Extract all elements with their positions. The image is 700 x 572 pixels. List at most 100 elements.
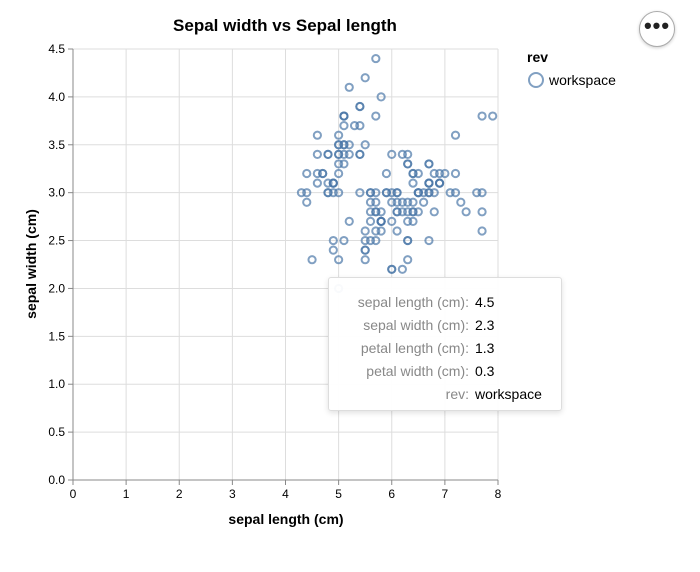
tooltip-row: sepal length (cm): 4.5 [329,290,542,313]
data-point [424,159,434,169]
data-point [387,149,397,159]
y-tick-label: 3.0 [48,186,65,200]
data-point [344,140,354,150]
data-point [328,178,338,188]
data-point [371,235,381,246]
data-point [397,207,407,217]
data-point [318,168,328,179]
data-point [424,235,434,246]
legend-entry-workspace[interactable]: workspace [548,72,616,88]
data-point [312,149,322,159]
data-point [392,197,402,207]
data-point [408,216,418,226]
data-point [339,149,349,159]
y-axis-label: sepal width (cm) [23,209,39,319]
data-point [365,197,376,207]
data-point [477,111,487,121]
data-point [392,188,402,198]
data-point [334,188,344,198]
data-point [413,188,423,198]
x-tick-label: 6 [388,487,395,501]
data-point [477,207,487,217]
data-point [403,159,413,169]
tooltip-key: sepal length (cm): [357,293,469,310]
data-point [392,207,402,217]
data-point [302,197,312,207]
data-point [365,235,376,246]
data-point [344,82,354,92]
data-point [344,149,354,159]
data-point [296,188,307,198]
data-point [328,245,338,255]
tooltip-value: 2.3 [475,316,495,333]
data-point [376,207,386,217]
data-point [488,111,498,121]
data-point [371,188,381,198]
data-point [365,207,376,217]
tooltip-value: 1.3 [475,339,495,356]
data-point [371,111,381,121]
data-point [413,207,423,217]
data-point [365,216,376,226]
data-point [376,216,386,226]
data-point [434,168,445,179]
tooltip-value: 0.3 [475,362,495,379]
x-tick-label: 2 [176,487,183,501]
y-tick-label: 2.0 [48,281,65,295]
data-point [445,188,455,198]
tooltip: sepal length (cm): 4.5 sepal width (cm): 2… [328,277,562,411]
data-point [334,255,344,265]
y-tick-label: 4.0 [48,90,65,104]
data-point [339,235,349,246]
tooltip-key: sepal width (cm): [363,316,469,333]
data-point [403,255,413,265]
y-tick-label: 0.0 [48,473,65,487]
tooltip-row: petal width (cm): 0.3 [329,359,542,382]
data-point [450,168,461,179]
data-point [334,140,344,150]
data-point [307,255,317,265]
tooltip-row: rev: workspace [329,382,542,405]
grid [72,48,499,481]
data-point [419,188,429,198]
data-point [360,235,370,246]
tooltip-row: petal length (cm): 1.3 [329,336,542,359]
data-point [456,197,466,207]
data-point [360,226,370,236]
data-point [376,226,386,236]
data-point [371,226,381,236]
data-point [339,140,349,150]
data-point [403,207,413,217]
data-point [360,255,370,265]
data-point [450,130,461,140]
data-point [392,226,402,236]
x-tick-label: 7 [442,487,449,501]
data-point [302,168,312,179]
data-point [376,92,386,102]
y-tick-label: 4.5 [48,42,65,56]
data-point [365,188,376,198]
data-point [408,168,418,179]
data-point [334,168,344,179]
data-point [408,197,418,207]
x-tick-label: 0 [70,487,77,501]
tooltip-value: workspace [475,385,542,402]
x-tick-label: 4 [282,487,289,501]
data-point [323,178,333,188]
data-point [408,178,418,188]
actions-menu-button[interactable]: ••• [639,11,675,47]
data-point [429,188,439,198]
y-tick-label: 2.5 [48,234,65,248]
x-tick-label: 8 [495,487,502,501]
data-point [461,207,471,217]
data-point [424,178,434,188]
data-point [360,245,370,255]
data-point [477,188,487,198]
data-point [429,168,439,179]
points [296,53,498,294]
data-point [429,207,439,217]
data-point [355,188,365,198]
data-point [371,53,381,64]
data-point [408,207,418,217]
data-point [344,216,354,226]
